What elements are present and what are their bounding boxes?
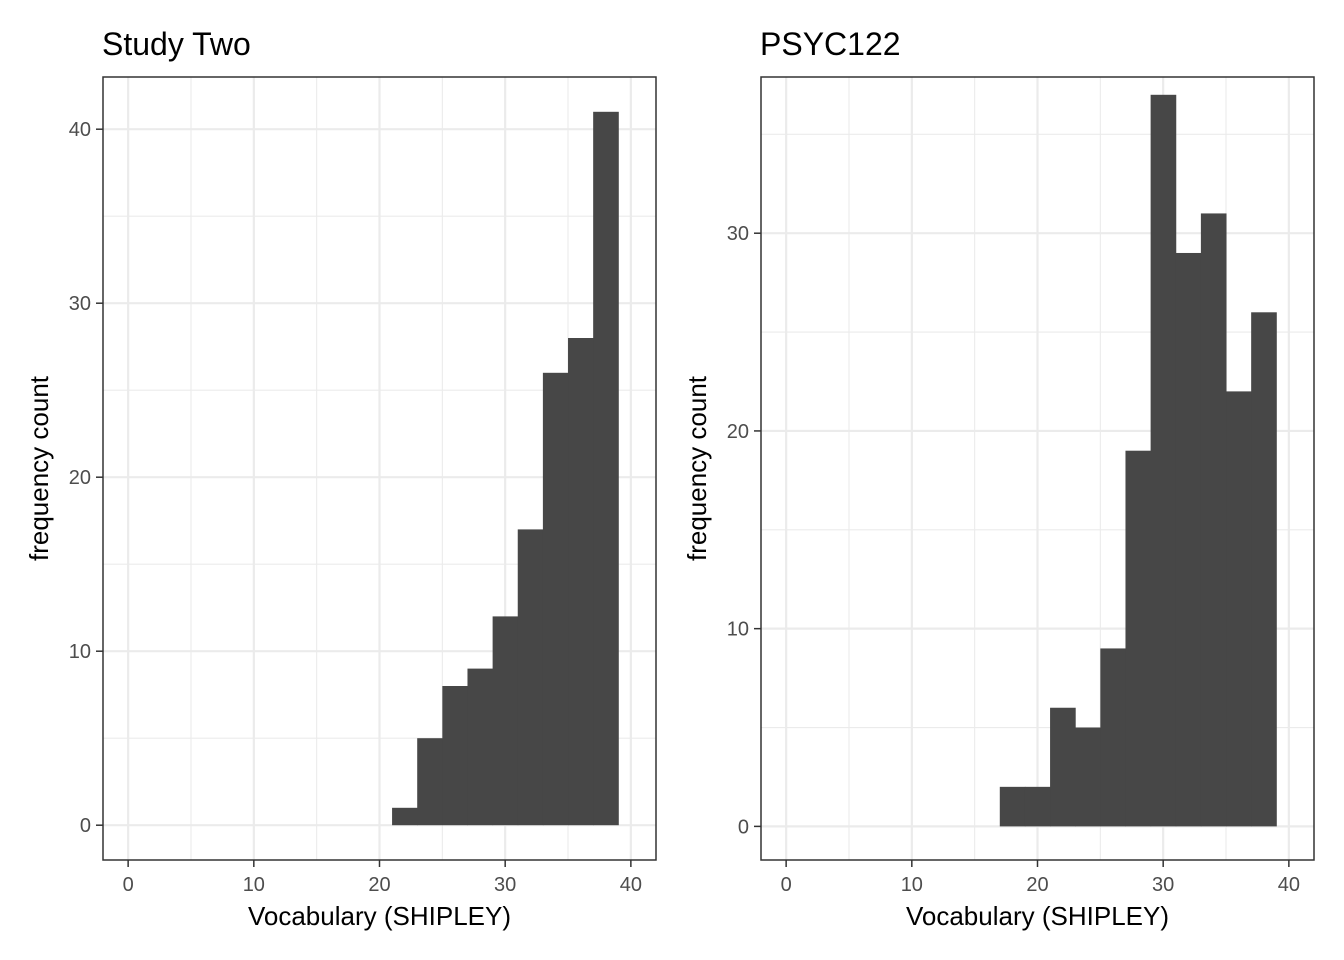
chart-title: PSYC122 (760, 26, 901, 62)
y-tick-label: 40 (69, 119, 91, 141)
histogram-bar (1024, 786, 1051, 827)
x-tick-label: 20 (368, 874, 390, 896)
histogram-bar (1251, 312, 1277, 827)
panel-study-two: Study Two 0 10 20 30 40 0 10 20 30 40 Vocabulary… (24, 26, 657, 931)
histogram-bar (442, 686, 468, 826)
x-axis-label: Vocabulary (SHIPLEY) (248, 901, 511, 931)
bars (999, 94, 1277, 827)
histogram-bar (1200, 213, 1227, 827)
histogram-bar (593, 111, 619, 826)
y-tick-label: 10 (727, 619, 749, 641)
y-tick-label: 0 (738, 816, 749, 838)
histogram-bar (467, 668, 494, 826)
histogram-bar (417, 738, 443, 826)
x-axis-ticks: 0 10 20 30 40 (781, 860, 1300, 896)
histogram-bar (542, 372, 569, 826)
x-tick-label: 0 (123, 874, 134, 896)
histogram-bar (568, 338, 594, 826)
histogram-bar (1050, 707, 1076, 827)
x-tick-label: 40 (1278, 874, 1300, 896)
histogram-bar (1100, 648, 1126, 827)
histogram-bar (1226, 391, 1252, 827)
y-axis-ticks: 0 10 20 30 (727, 223, 761, 838)
y-axis-label: frequency count (24, 375, 54, 561)
y-tick-label: 10 (69, 641, 91, 663)
histogram-bar (517, 529, 544, 826)
bars (392, 111, 619, 826)
histogram-bar (492, 616, 519, 826)
histogram-bar (1075, 727, 1101, 827)
x-tick-label: 40 (620, 874, 642, 896)
x-tick-label: 20 (1026, 874, 1048, 896)
y-tick-label: 30 (727, 223, 749, 245)
chart-title: Study Two (102, 26, 251, 62)
histogram-bar (1150, 94, 1177, 827)
histogram-bar (1175, 252, 1202, 827)
x-tick-label: 0 (781, 874, 792, 896)
histogram-bar (999, 786, 1026, 827)
y-tick-label: 0 (80, 815, 91, 837)
histogram-bar (392, 807, 418, 826)
x-axis-label: Vocabulary (SHIPLEY) (906, 901, 1169, 931)
y-tick-label: 30 (69, 293, 91, 315)
y-tick-label: 20 (727, 421, 749, 443)
x-tick-label: 10 (901, 874, 923, 896)
panel-psyc122: PSYC122 0 10 20 30 40 0 10 20 30 Vocabulary (SH… (682, 26, 1315, 931)
y-axis-label: frequency count (682, 375, 712, 561)
x-tick-label: 30 (494, 874, 516, 896)
histogram-bar (1125, 450, 1152, 827)
x-tick-label: 30 (1152, 874, 1174, 896)
x-axis-ticks: 0 10 20 30 40 (123, 860, 642, 896)
y-axis-ticks: 0 10 20 30 40 (69, 119, 103, 837)
y-tick-label: 20 (69, 467, 91, 489)
x-tick-label: 10 (243, 874, 265, 896)
